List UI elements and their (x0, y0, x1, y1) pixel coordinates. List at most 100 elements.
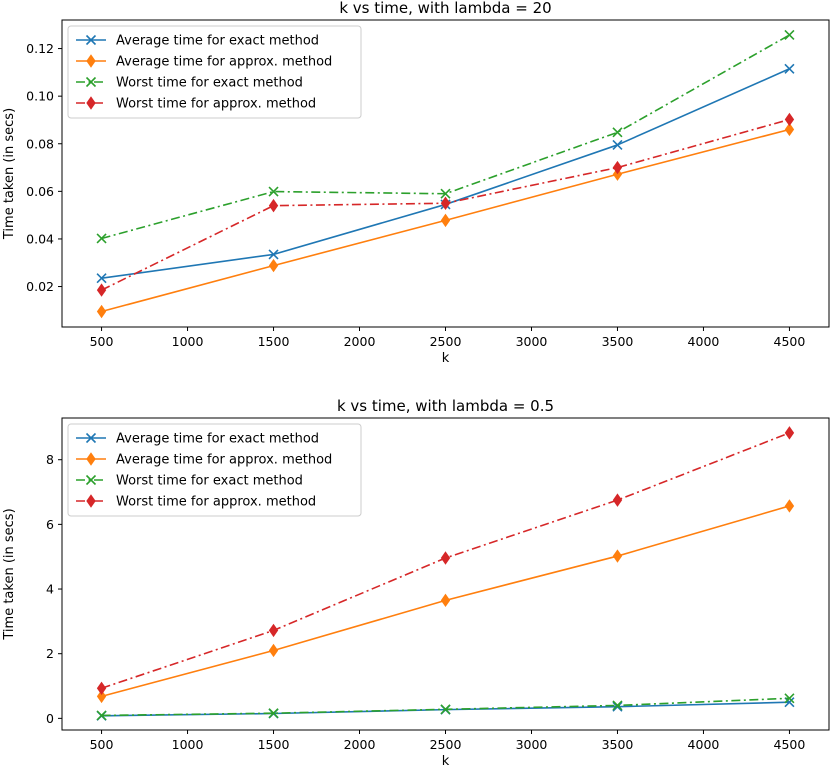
chart-1-ytick-label-1: 0.02 (26, 279, 54, 294)
chart-1-legend-entry-average-time-for-approx-method-marker (86, 54, 96, 68)
chart-2-series-average-time-for-exact-method-point-5-b (784, 697, 795, 708)
chart-2-ytick-label-1: 0 (46, 711, 54, 726)
chart-2-series-worst-time-for-exact-method-point-2-b (268, 708, 279, 719)
chart-1-xtick-label-3000: 3000 (516, 334, 548, 349)
chart-1-legend-entry-average-time-for-exact-method: Average time for exact method (76, 34, 319, 49)
chart-1-xtick-label-4000: 4000 (688, 334, 720, 349)
chart-2-xtick-label-4500: 4500 (774, 737, 806, 752)
chart-2-xtick-label-2000: 2000 (344, 737, 376, 752)
chart-2-ytick-label-2: 2 (46, 646, 54, 661)
chart-1-ytick-label-5: 0.10 (26, 89, 54, 104)
chart-1-xtick-label-4500: 4500 (774, 334, 806, 349)
chart-1-series-worst-time-for-exact-method-point-5-b (784, 29, 795, 41)
chart-2-xtick-label-2500: 2500 (430, 737, 462, 752)
chart-1-legend-entry-worst-time-for-approx-method: Worst time for approx. method (76, 96, 316, 112)
chart-2-legend-entry-worst-time-for-approx-method-label: Worst time for approx. method (116, 495, 316, 510)
chart-1-xtick-label-2500: 2500 (430, 334, 462, 349)
chart-1-legend-entry-worst-time-for-exact-method-label: Worst time for exact method (116, 76, 303, 91)
chart-1-series-average-time-for-exact-method-point-1-b (96, 273, 107, 284)
chart-1-series-worst-time-for-approx-method-point-3 (440, 196, 451, 210)
chart-2-ytick-label-3: 4 (46, 582, 54, 597)
chart-2-legend-entry-average-time-for-exact-method-marker-b (85, 432, 97, 444)
chart-1: k vs time, with lambda = 20 500 1000 1500 20… (2, 0, 830, 366)
chart-2-legend: Average time for exact method Average tim… (67, 423, 362, 517)
chart-1-legend-entry-average-time-for-approx-method-label: Average time for approx. method (116, 55, 332, 70)
chart-1-legend-entry-average-time-for-exact-method-label: Average time for exact method (116, 34, 319, 49)
chart-1-ytick-label-6: 0.12 (26, 41, 54, 56)
chart-2-ytick-label-4: 6 (46, 517, 54, 532)
chart-2-xtick-label-1000: 1000 (172, 737, 204, 752)
chart-1-series-worst-time-for-exact-method-point-4-b (612, 127, 623, 138)
chart-1-series-worst-time-for-approx-method-point-2 (268, 198, 279, 213)
chart-1-series-worst-time-for-approx-method (96, 112, 795, 297)
chart-2-series-average-time-for-approx-method-point-3 (440, 593, 451, 608)
chart-2-series-average-time-for-approx-method-point-1 (96, 689, 107, 704)
chart-1-series-average-time-for-exact-method-point-5-b (784, 63, 795, 74)
chart-2-series-worst-time-for-exact-method-point-4-b (612, 700, 623, 711)
chart-1-y-axis-label: Time taken (in secs) (2, 108, 17, 240)
chart-1-legend: Average time for exact method Average tim… (67, 25, 362, 119)
chart-2-xtick-label-500: 500 (90, 737, 114, 752)
chart-2-series-average-time-for-approx-method-point-4 (612, 549, 623, 563)
chart-1-series-worst-time-for-approx-method-point-4 (612, 160, 623, 175)
chart-1-xtick-label-500: 500 (90, 334, 114, 349)
chart-2-series-worst-time-for-approx-method-point-4 (612, 493, 623, 507)
chart-2-series-worst-time-for-approx-method-point-5 (784, 426, 795, 440)
chart-2-xtick-label-4000: 4000 (688, 737, 720, 752)
chart-2-xtick-label-3500: 3500 (602, 737, 634, 752)
chart-2-legend-entry-average-time-for-approx-method-marker (86, 452, 96, 466)
chart-1-ytick-label-4: 0.08 (26, 136, 54, 151)
chart-2-series-average-time-for-approx-method-point-5 (784, 499, 795, 513)
chart-2-series-worst-time-for-exact-method (96, 693, 795, 721)
chart-2-series-average-time-for-exact-method-point-4-b (612, 701, 623, 712)
chart-2-legend-entry-average-time-for-exact-method-label: Average time for exact method (116, 432, 319, 447)
chart-2-legend-entry-average-time-for-approx-method-label: Average time for approx. method (116, 453, 332, 468)
chart-2-legend-entry-average-time-for-approx-method: Average time for approx. method (76, 452, 332, 468)
chart-1-legend-entry-average-time-for-exact-method-marker-b (85, 34, 97, 46)
chart-1-series-average-time-for-exact-method-point-4-b (612, 139, 623, 151)
chart-1-title: k vs time, with lambda = 20 (339, 0, 551, 17)
chart-2-legend-entry-worst-time-for-exact-method-marker-b (85, 474, 97, 486)
chart-1-legend-entry-worst-time-for-approx-method-marker (86, 96, 96, 110)
chart-1-xtick-label-2000: 2000 (344, 334, 376, 349)
chart-1-legend-entry-average-time-for-approx-method: Average time for approx. method (76, 54, 332, 70)
chart-1-series-average-time-for-approx-method-point-2 (268, 258, 279, 273)
chart-1-legend-entry-worst-time-for-approx-method-label: Worst time for approx. method (116, 97, 316, 112)
chart-1-legend-box (67, 25, 362, 119)
chart-1-series-average-time-for-exact-method-point-2-b (268, 249, 279, 260)
chart-1-series-average-time-for-approx-method-point-3 (440, 213, 451, 228)
chart-2-x-axis-label: k (442, 754, 450, 767)
chart-2-series-worst-time-for-exact-method-line (101, 697, 790, 717)
chart-2-series-worst-time-for-exact-method-point-3-b (440, 704, 451, 715)
chart-1-ytick-label-3: 0.06 (26, 184, 54, 199)
chart-1-legend-entry-worst-time-for-exact-method-marker-b (85, 76, 97, 88)
chart-1-series-average-time-for-approx-method-point-1 (96, 304, 107, 319)
chart-1-xtick-label-3500: 3500 (602, 334, 634, 349)
chart-2-series-average-time-for-approx-method-point-2 (268, 643, 279, 658)
chart-1-series-worst-time-for-approx-method-point-5 (784, 112, 795, 127)
chart-1-series-average-time-for-approx-method-point-5 (784, 122, 795, 137)
chart-2-series-average-time-for-approx-method (96, 499, 795, 704)
chart-2-series-worst-time-for-approx-method-point-3 (440, 551, 451, 565)
chart-2-legend-entry-worst-time-for-approx-method-marker (86, 494, 96, 508)
chart-1-series-worst-time-for-exact-method-point-1-b (96, 233, 107, 244)
chart-2-legend-entry-average-time-for-exact-method: Average time for exact method (76, 432, 319, 447)
chart-1-series-worst-time-for-exact-method (96, 29, 795, 244)
chart-1-legend-entry-worst-time-for-exact-method: Worst time for exact method (76, 76, 303, 91)
chart-2-series-worst-time-for-approx-method-point-2 (268, 623, 279, 638)
chart-1-series-average-time-for-approx-method (96, 122, 795, 319)
chart-1-ytick-label-2: 0.04 (26, 231, 54, 246)
chart-2-series-worst-time-for-approx-method-point-1 (96, 681, 107, 695)
chart-1-xtick-label-1500: 1500 (258, 334, 290, 349)
chart-1-series-worst-time-for-approx-method-point-1 (96, 283, 107, 297)
chart-2-legend-entry-worst-time-for-approx-method: Worst time for approx. method (76, 494, 316, 510)
chart-1-series-worst-time-for-exact-method-point-2-b (268, 186, 279, 197)
chart-1-x-axis-label: k (442, 351, 450, 366)
chart-2-series-worst-time-for-exact-method-point-5-b (784, 693, 795, 704)
chart-2-legend-entry-worst-time-for-exact-method-label: Worst time for exact method (116, 474, 303, 489)
chart-2-legend-entry-worst-time-for-exact-method: Worst time for exact method (76, 474, 303, 489)
chart-1-xtick-label-1000: 1000 (172, 334, 204, 349)
chart-1-series-worst-time-for-exact-method-point-3-b (440, 188, 451, 199)
chart-2-series-worst-time-for-exact-method-point-1-b (96, 710, 107, 721)
